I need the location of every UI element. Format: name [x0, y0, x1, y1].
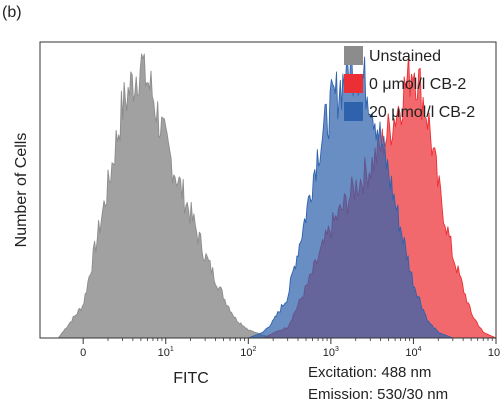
legend-label: Unstained — [369, 48, 441, 65]
x-axis-label: FITC — [173, 370, 209, 387]
legend-swatch — [344, 74, 363, 93]
legend-swatch — [344, 102, 363, 121]
x-tick-label: 103 — [323, 346, 339, 359]
legend-label: 0 μmol/l CB-2 — [369, 76, 466, 93]
legend-label: 20 μmol/l CB-2 — [369, 104, 475, 121]
legend: Unstained 0 μmol/l CB-2 20 μmol/l CB-2 — [344, 46, 475, 121]
emission-note: Emission: 530/30 nm — [308, 386, 448, 403]
x-tick-label: 104 — [405, 346, 421, 359]
panel-label: (b) — [2, 4, 22, 21]
legend-swatch — [344, 46, 363, 65]
series-layer — [57, 53, 497, 339]
x-tick-label: 102 — [240, 346, 256, 359]
x-tick-label: 105 — [488, 346, 500, 359]
y-axis-label: Number of Cells — [13, 133, 30, 248]
x-ticks: 0 101 102 103 104 105 — [80, 338, 500, 359]
x-tick-label: 0 — [80, 347, 86, 359]
excitation-note: Excitation: 488 nm — [308, 364, 431, 381]
unstained-histogram — [57, 53, 274, 339]
x-tick-label: 101 — [158, 346, 174, 359]
